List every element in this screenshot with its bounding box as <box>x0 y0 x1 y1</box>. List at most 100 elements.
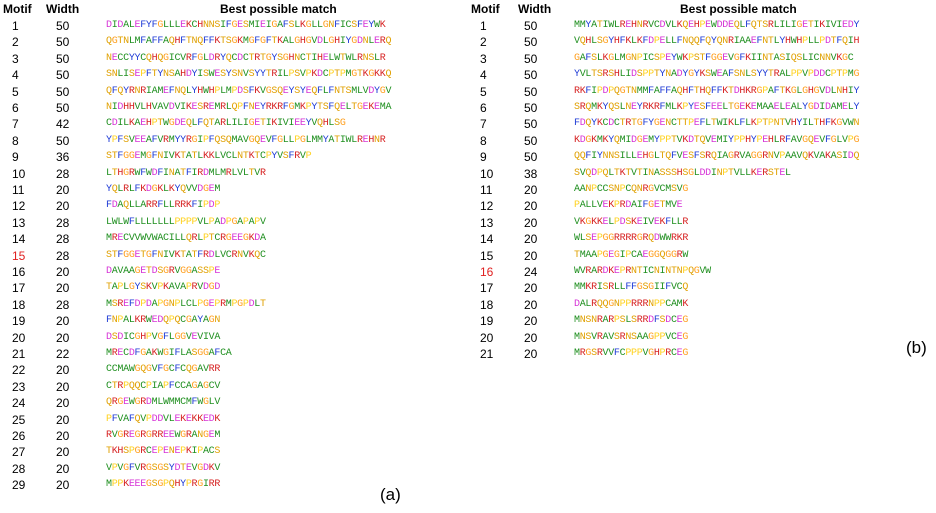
motif-width: 50 <box>56 51 70 66</box>
best-match-header: Best possible match <box>680 2 797 16</box>
motif-sequence: RKFIPDPQGTNMMFAFFAQHFTHQFFKTDHKRGPAFTKGL… <box>574 85 860 97</box>
motif-number: 28 <box>12 461 26 476</box>
table-row: 14 28 MRECVVWVWACILLQRLPTCRGEEGKDA <box>0 231 462 247</box>
motif-number: 12 <box>480 199 494 214</box>
motif-width: 20 <box>524 199 538 214</box>
motif-width: 28 <box>56 248 70 263</box>
motif-width: 20 <box>56 363 70 378</box>
motif-number: 9 <box>12 150 19 165</box>
motif-width: 20 <box>524 215 538 230</box>
motif-sequence: LWLWFLLLLLLLPPPPVLPADPGAPAPV <box>106 216 266 228</box>
motif-width: 50 <box>524 35 538 50</box>
motif-sequence: DSDICGHPVGFLGGVEVIVA <box>106 331 221 343</box>
motif-number: 6 <box>480 101 487 115</box>
motif-width: 50 <box>524 84 538 99</box>
motif-width: 20 <box>524 330 538 345</box>
motif-width: 50 <box>524 150 538 165</box>
motif-width: 20 <box>56 429 70 443</box>
table-row: 18 28 MSREFDPDAPGNPLCLPGEPRMPGPDLT <box>0 297 462 313</box>
table-row: 5 50 QFQYRNRIAMEFNQLYHWHPLMPDSFKVGSQEYSYEQ… <box>0 84 462 100</box>
table-row: 11 20 AANPCCSNPCQNRGVCMSVG <box>468 182 936 198</box>
motif-width: 50 <box>524 101 538 115</box>
motif-number: 8 <box>12 133 19 148</box>
table-row: 11 20 YQLRLFKDGKLKYQVVDGEM <box>0 182 462 198</box>
motif-number: 17 <box>12 281 26 296</box>
motif-sequence: LTHGRWFWDFINATFIRDMLMRLVLTVR <box>106 167 266 179</box>
table-row: 2 50 VQHLSGYHFKLKFDPELLFNQQFQYQNRIAAEFNTLY… <box>468 34 936 50</box>
motif-width: 50 <box>524 68 538 83</box>
motif-width: 20 <box>56 379 70 394</box>
table-row: 7 42 CDILKAEHPTWGDEQLFQTARLILIGETIKIVIEEYV… <box>0 116 462 132</box>
motif-sequence: FNPALKRWEDQPQCGAYAGN <box>106 315 221 327</box>
motif-sequence: AANPCCSNPCQNRGVCMSVG <box>574 184 689 195</box>
motif-sequence: MPPKEEEGSGPQHYPRGIRR <box>106 479 221 491</box>
table-row: 21 20 MRGSRVVFCPPPVGHPRCEG <box>468 346 936 362</box>
motif-number: 16 <box>480 265 494 279</box>
motif-sequence: WLSEPGGRRRRGRQDWWRKR <box>574 233 689 245</box>
table-row: 26 20 RVGREGRGRREEWGRANGEM <box>0 428 462 444</box>
motif-number: 5 <box>12 84 19 99</box>
motif-width: 50 <box>56 101 70 115</box>
motif-sequence: YVLTSRSHLIDSPPTYNADYGYKSWEAFSNLSYYTRALPP… <box>574 69 860 81</box>
motif-number: 2 <box>12 35 19 50</box>
motif-sequence: YPFSVEEAFVRMYYRGIPFQSQMAVGQEVFGLLPGLMMYA… <box>106 134 386 146</box>
table-row: 14 20 WLSEPGGRRRRGRQDWWRKR <box>468 231 936 247</box>
table-row: 21 22 MRECDFGAKWGIFLASGGAFCA <box>0 346 462 362</box>
motif-sequence: NECCYYCQHQGICVRFGLDRYQCDCTRTGYSGHNCTIHEL… <box>106 52 386 64</box>
motif-width: 50 <box>524 19 538 33</box>
width-header: Width <box>46 2 80 16</box>
motif-width: 50 <box>524 51 538 66</box>
motif-sequence: MRECVVWVWACILLQRLPTCRGEEGKDA <box>106 233 266 245</box>
motif-width: 20 <box>56 396 70 411</box>
motif-width: 28 <box>56 232 70 247</box>
motif-sequence: WVRARDKEPRNTICNINTNPQGVW <box>574 266 711 277</box>
motif-sequence: DAVAAGETDSGRVGGASSPE <box>106 266 221 277</box>
motif-width: 50 <box>56 35 70 50</box>
motif-number: 8 <box>480 133 487 148</box>
motif-width: 20 <box>56 330 70 345</box>
table-row: 13 28 LWLWFLLLLLLLPPPPVLPADPGAPAPV <box>0 215 462 231</box>
motif-number: 7 <box>12 117 19 132</box>
motif-number: 13 <box>12 215 26 230</box>
motif-sequence: GAFSLKGLMGNPICSPEYWKPSTFGGEVGFKIINTASIQS… <box>574 52 854 64</box>
motif-sequence: STFGGEMGFNIVKTATLKKLVCLNTKTCPYVSFRVP <box>106 151 312 163</box>
motif-header: Motif <box>3 2 32 16</box>
motif-number: 5 <box>480 84 487 99</box>
motif-number: 21 <box>12 347 26 361</box>
table-row: 4 50 YVLTSRSHLIDSPPTYNADYGYKSWEAFSNLSYYTRA… <box>468 67 936 83</box>
motif-number: 11 <box>12 183 25 197</box>
motif-sequence: MMYATIWLREHNRVCDVLKQEHPEWDDEQLFQTSRLILIG… <box>574 20 860 31</box>
table-row: 15 28 STFGGETGFNIVKTATFRDLVCRNVKQC <box>0 248 462 264</box>
table-row: 19 20 FNPALKRWEDQPQCGAYAGN <box>0 313 462 329</box>
motif-number: 19 <box>480 314 494 329</box>
motif-number: 17 <box>480 281 494 296</box>
motif-number: 15 <box>12 248 26 263</box>
table-row: 25 20 PFVAFQVPDDVLEKEKKEDK <box>0 412 462 428</box>
table-row: 28 20 VPVGFVRGSGSYDTEVGDKV <box>0 461 462 477</box>
table-row: 3 50 NECCYYCQHQGICVRFGLDRYQCDCTRTGYSGHNCTI… <box>0 51 462 67</box>
motif-number: 14 <box>12 232 26 247</box>
motif-width: 20 <box>56 265 70 279</box>
motif-sequence: TMAAPGEGIPCAEGGQGGRW <box>574 249 689 261</box>
motif-number: 2 <box>480 35 487 50</box>
table-row: 10 28 LTHGRWFWDFINATFIRDMLMRLVLTVR <box>0 166 462 182</box>
panel-caption-a: (a) <box>380 485 401 504</box>
motif-number: 4 <box>12 68 19 83</box>
motif-width: 50 <box>56 68 70 83</box>
motif-number: 7 <box>480 117 487 132</box>
table-row: 2 50 QGTNLMFAFFAQHFTNQFFKTSGKMGFGFTKALGHGV… <box>0 34 462 50</box>
table-row: 17 20 TAPLGYSKVPKAVAPRVDGD <box>0 280 462 296</box>
motif-number: 9 <box>480 150 487 165</box>
motif-width: 20 <box>56 478 70 493</box>
width-header: Width <box>518 2 552 16</box>
motif-number: 26 <box>12 429 26 443</box>
motif-number: 10 <box>12 166 26 181</box>
motif-number: 12 <box>12 199 26 214</box>
table-row: 13 20 VKGKKELPDSKEIVEKFLLR <box>468 215 936 231</box>
table-row: 27 20 TKHSPGRCEPENEPKIPACS <box>0 444 462 460</box>
motif-width: 20 <box>56 183 70 197</box>
motif-sequence: MRGSRVVFCPPPVGHPRCEG <box>574 348 689 359</box>
table-row: 24 20 QRGEWGRDMLWMMCMFWGLV <box>0 395 462 411</box>
motif-width: 20 <box>56 445 70 460</box>
motif-number: 23 <box>12 379 26 394</box>
